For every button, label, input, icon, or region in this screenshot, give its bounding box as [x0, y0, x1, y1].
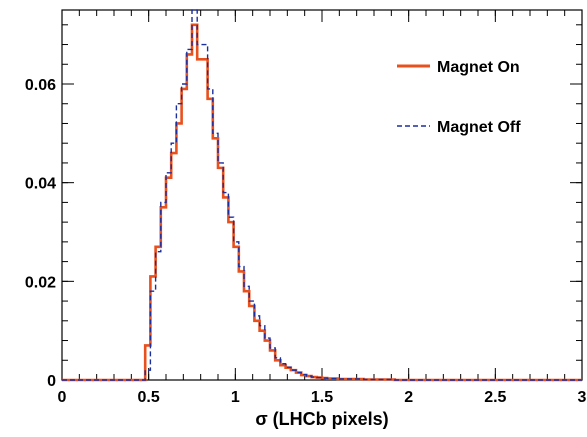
x-tick-label: 0.5	[138, 389, 160, 406]
legend-label-magnet-off: Magnet Off	[437, 119, 521, 136]
x-tick-label: 2.5	[484, 389, 506, 406]
major-ticks	[61, 10, 583, 381]
series-layer	[62, 9, 582, 382]
series-line-magnet-off	[62, 9, 582, 381]
x-tick-label: 2	[404, 389, 413, 406]
legend-label-magnet-on: Magnet On	[437, 59, 520, 76]
legend: Magnet On Magnet Off	[397, 59, 521, 136]
y-tick-label: 0.06	[25, 77, 56, 94]
y-tick-label: 0	[47, 373, 56, 390]
x-tick-labels: 0 0.5 1 1.5 2 2.5 3	[58, 389, 587, 406]
y-tick-labels: 0 0.02 0.04 0.06	[25, 77, 56, 390]
x-axis-title: σ (LHCb pixels)	[255, 409, 388, 429]
x-tick-label: 1.5	[311, 389, 333, 406]
x-tick-label: 1	[231, 389, 240, 406]
series-line-magnet-on	[62, 23, 582, 382]
x-tick-label: 3	[578, 389, 587, 406]
y-tick-label: 0.02	[25, 274, 56, 291]
x-tick-label: 0	[58, 389, 67, 406]
y-tick-label: 0.04	[25, 176, 56, 193]
